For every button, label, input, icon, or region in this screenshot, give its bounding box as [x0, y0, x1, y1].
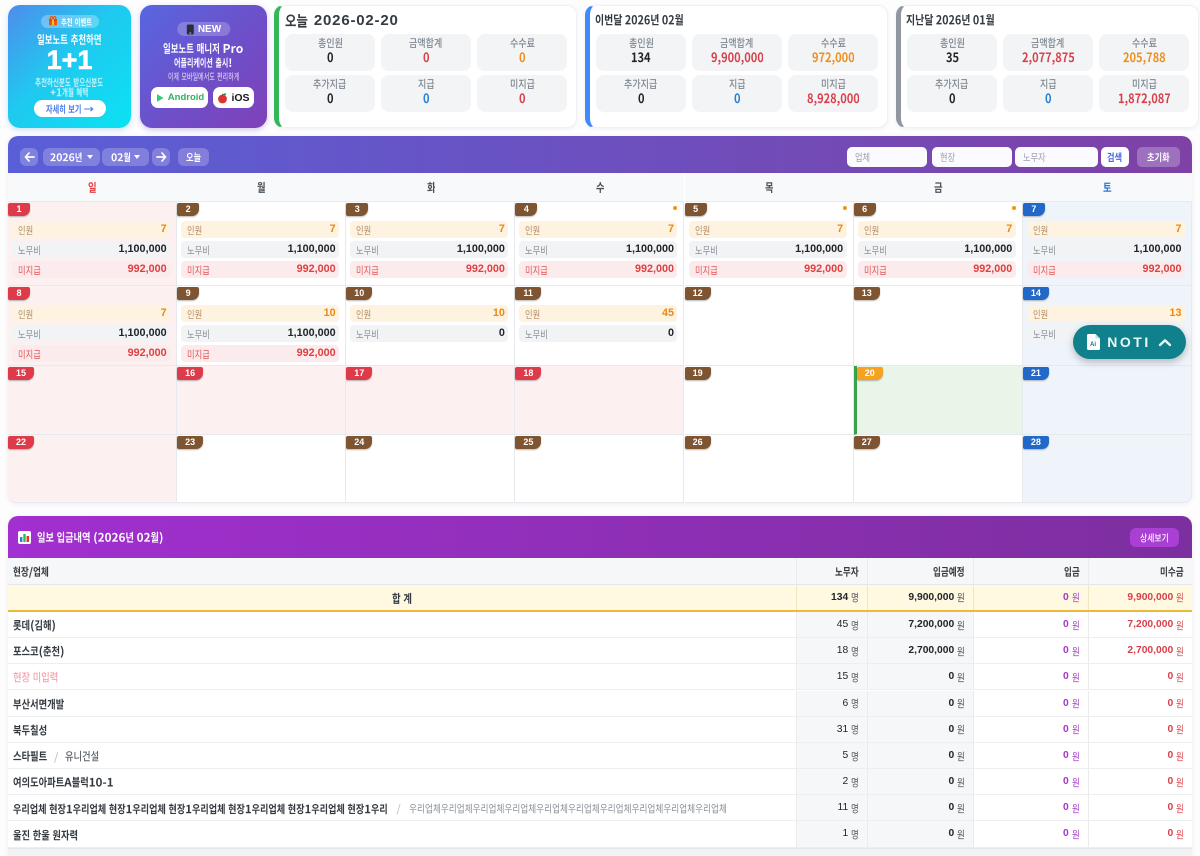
svg-text:Ai: Ai	[1090, 342, 1096, 348]
